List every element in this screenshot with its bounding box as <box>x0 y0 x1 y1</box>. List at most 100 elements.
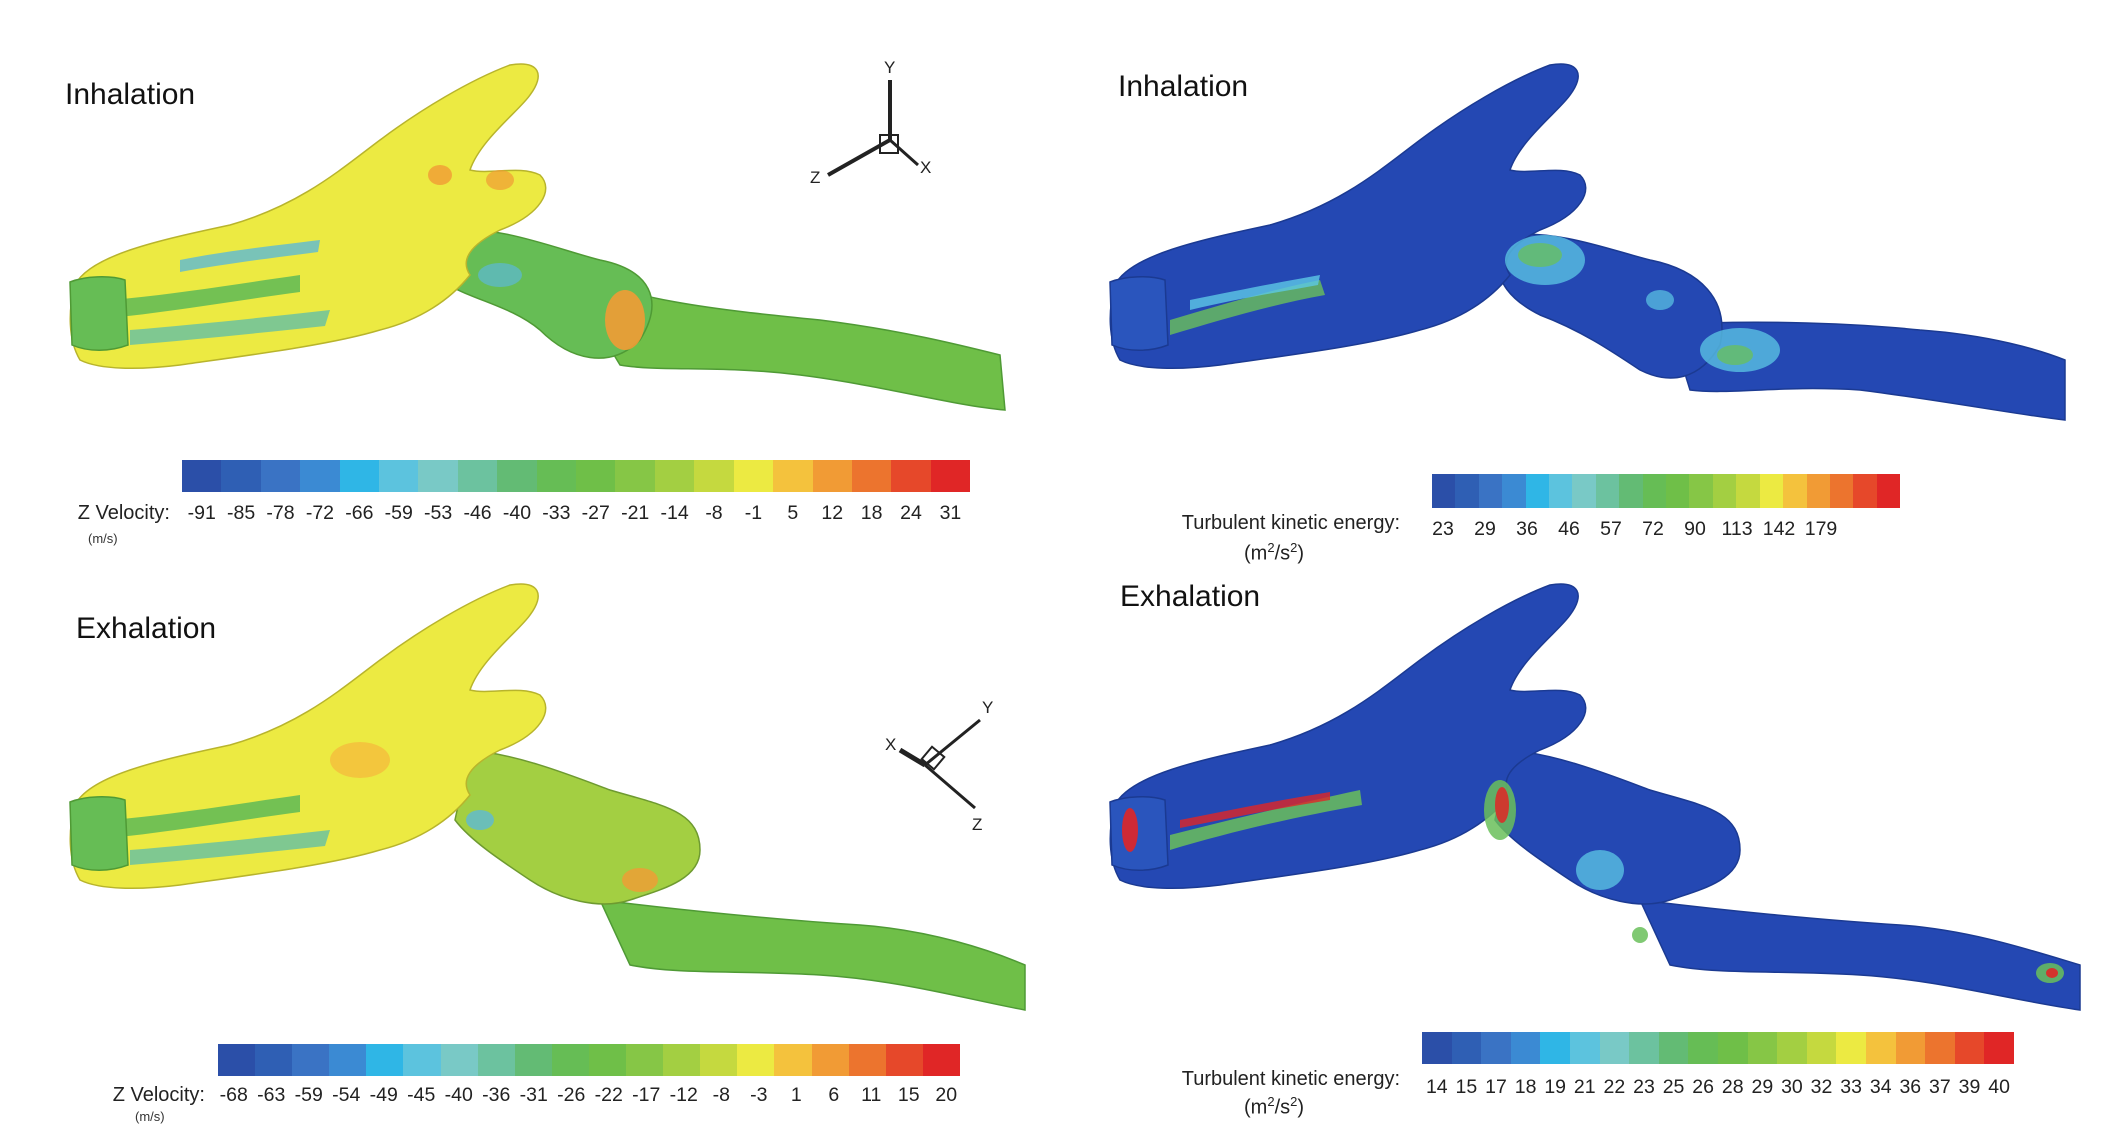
colorbar-tick-label: 20 <box>935 1084 958 1106</box>
colorbar-tick-label: -33 <box>542 502 571 524</box>
colorbar-segment <box>1747 1032 1778 1064</box>
colorbar-tick-label: 25 <box>1662 1076 1685 1098</box>
colorbar-segment <box>514 1044 552 1076</box>
colorbar-segment <box>812 460 852 492</box>
colorbar-tick-label: 39 <box>1958 1076 1981 1098</box>
colorbar-label: Z Velocity: <box>77 502 170 524</box>
colorbar-unit: (m/s) <box>135 1109 165 1124</box>
colorbar-segment <box>182 460 222 492</box>
colorbar-ticks: 14 15 17 18 19 21 22 23 25 26 28 29 30 32 33 34 36 37 39 40 <box>1422 1076 2014 1099</box>
colorbar-segment <box>1689 474 1713 508</box>
colorbar-segment <box>300 460 340 492</box>
colorbar-tick-label: 1 <box>790 1084 802 1106</box>
colorbar-segment <box>848 1044 886 1076</box>
panel-title: Exhalation <box>1120 580 1261 613</box>
colorbar-tick-label: 113 <box>1721 518 1753 540</box>
colorbar-segment <box>922 1044 960 1076</box>
colorbar-tke-inhalation <box>1432 474 1901 508</box>
colorbar-tick-label: 12 <box>821 502 844 524</box>
colorbar-tick-label: 34 <box>1869 1076 1892 1098</box>
colorbar-tick-label: -17 <box>632 1084 661 1106</box>
colorbar-segment <box>1688 1032 1718 1064</box>
colorbar-ticks: -91 -85 -78 -72 -66 -59 -53 -46 -40 -33 -27 -21 -14-… <box>182 502 970 525</box>
colorbar-label: Z Velocity: <box>112 1084 205 1106</box>
colorbar-segment <box>418 460 458 492</box>
colorbar-tick-label: -40 <box>502 502 532 524</box>
colorbar-tick-label: -1 <box>744 502 763 524</box>
airway-model-velocity-exhalation <box>69 583 1026 1011</box>
colorbar-segment <box>221 460 261 492</box>
colorbar-tick-label: 40 <box>1988 1076 2010 1098</box>
colorbar-tick-label: -59 <box>294 1084 323 1106</box>
colorbar-segment <box>700 1044 738 1076</box>
colorbar-segment <box>626 1044 664 1076</box>
colorbar-unit: (m2/s2) <box>1244 1094 1305 1119</box>
colorbar-segment <box>329 1044 367 1076</box>
axis-z-label: Z <box>810 168 820 187</box>
colorbar-tick-label: 28 <box>1721 1076 1744 1098</box>
colorbar-tick-label: 17 <box>1485 1076 1507 1098</box>
colorbar-tick-label: 21 <box>1573 1076 1596 1098</box>
colorbar-tick-label: 26 <box>1692 1076 1714 1098</box>
colorbar-segment <box>1836 1032 1866 1064</box>
colorbar-tick-label: 90 <box>1684 518 1706 540</box>
colorbar-tick-label: -63 <box>257 1084 286 1106</box>
colorbar-tick-label: -12 <box>669 1084 698 1106</box>
colorbar-velocity-exhalation <box>218 1044 960 1076</box>
colorbar-segment <box>1451 1032 1482 1064</box>
colorbar-tick-label: 15 <box>1455 1076 1478 1098</box>
colorbar-tick-label: -3 <box>750 1084 768 1106</box>
axis-triad-bottom: Y Z X <box>885 698 993 834</box>
axis-y-label: Y <box>884 58 895 77</box>
colorbar-segment <box>1642 474 1667 508</box>
colorbar-segment <box>1510 1032 1541 1064</box>
colorbar-tick-label: 15 <box>897 1084 920 1106</box>
colorbar-tick-label: 23 <box>1432 518 1454 540</box>
colorbar-tick-label: 179 <box>1804 518 1838 540</box>
panel-title: Inhalation <box>1118 70 1249 103</box>
colorbar-segment <box>1595 474 1620 508</box>
panel-title: Exhalation <box>76 612 217 645</box>
colorbar-segment <box>1895 1032 1926 1064</box>
colorbar-tick-label: 33 <box>1840 1076 1862 1098</box>
colorbar-segment <box>1569 1032 1600 1064</box>
colorbar-segment <box>1865 1032 1896 1064</box>
airway-model-velocity-inhalation <box>69 63 1006 411</box>
colorbar-tick-label: -14 <box>660 502 689 524</box>
colorbar-segment <box>1853 474 1877 508</box>
colorbar-segment <box>1455 474 1479 508</box>
colorbar-segment <box>1783 474 1807 508</box>
colorbar-segment <box>576 460 616 492</box>
colorbar-label: Turbulent kinetic energy: <box>1181 512 1400 534</box>
colorbar-segment <box>773 460 813 492</box>
colorbar-segment <box>1629 1032 1659 1064</box>
colorbar-segment <box>811 1044 849 1076</box>
colorbar-velocity-inhalation <box>182 460 971 492</box>
colorbar-tick-label: -8 <box>712 1084 730 1106</box>
colorbar-segment <box>663 1044 701 1076</box>
colorbar-segment <box>851 460 892 492</box>
colorbar-tick-label: -22 <box>594 1084 623 1106</box>
colorbar-tick-label: 32 <box>1810 1076 1833 1098</box>
colorbar-tke-exhalation <box>1422 1032 2014 1064</box>
colorbar-segment <box>551 1044 589 1076</box>
colorbar-tick-label: -66 <box>345 502 374 524</box>
colorbar-tick-label: 37 <box>1929 1076 1951 1098</box>
colorbar-tick-label: 142 <box>1762 518 1796 540</box>
colorbar-tick-label: -8 <box>705 502 723 524</box>
colorbar-segment <box>1540 1032 1570 1064</box>
colorbar-tick-label: -85 <box>227 502 256 524</box>
colorbar-tick-label: -49 <box>369 1084 398 1106</box>
colorbar-tick-label: -72 <box>305 502 335 524</box>
axis-triad-top: Y Z X <box>810 58 931 187</box>
colorbar-segment <box>1549 474 1573 508</box>
colorbar-unit: (m/s) <box>88 531 118 546</box>
colorbar-tick-label: -53 <box>424 502 453 524</box>
colorbar-segment <box>366 1044 404 1076</box>
colorbar-segment <box>218 1044 256 1076</box>
colorbar-tick-label: -68 <box>219 1084 248 1106</box>
colorbar-tick-label: -36 <box>482 1084 511 1106</box>
colorbar-segment <box>1619 474 1643 508</box>
colorbar-tick-label: 30 <box>1781 1076 1803 1098</box>
colorbar-tick-label: -59 <box>384 502 413 524</box>
